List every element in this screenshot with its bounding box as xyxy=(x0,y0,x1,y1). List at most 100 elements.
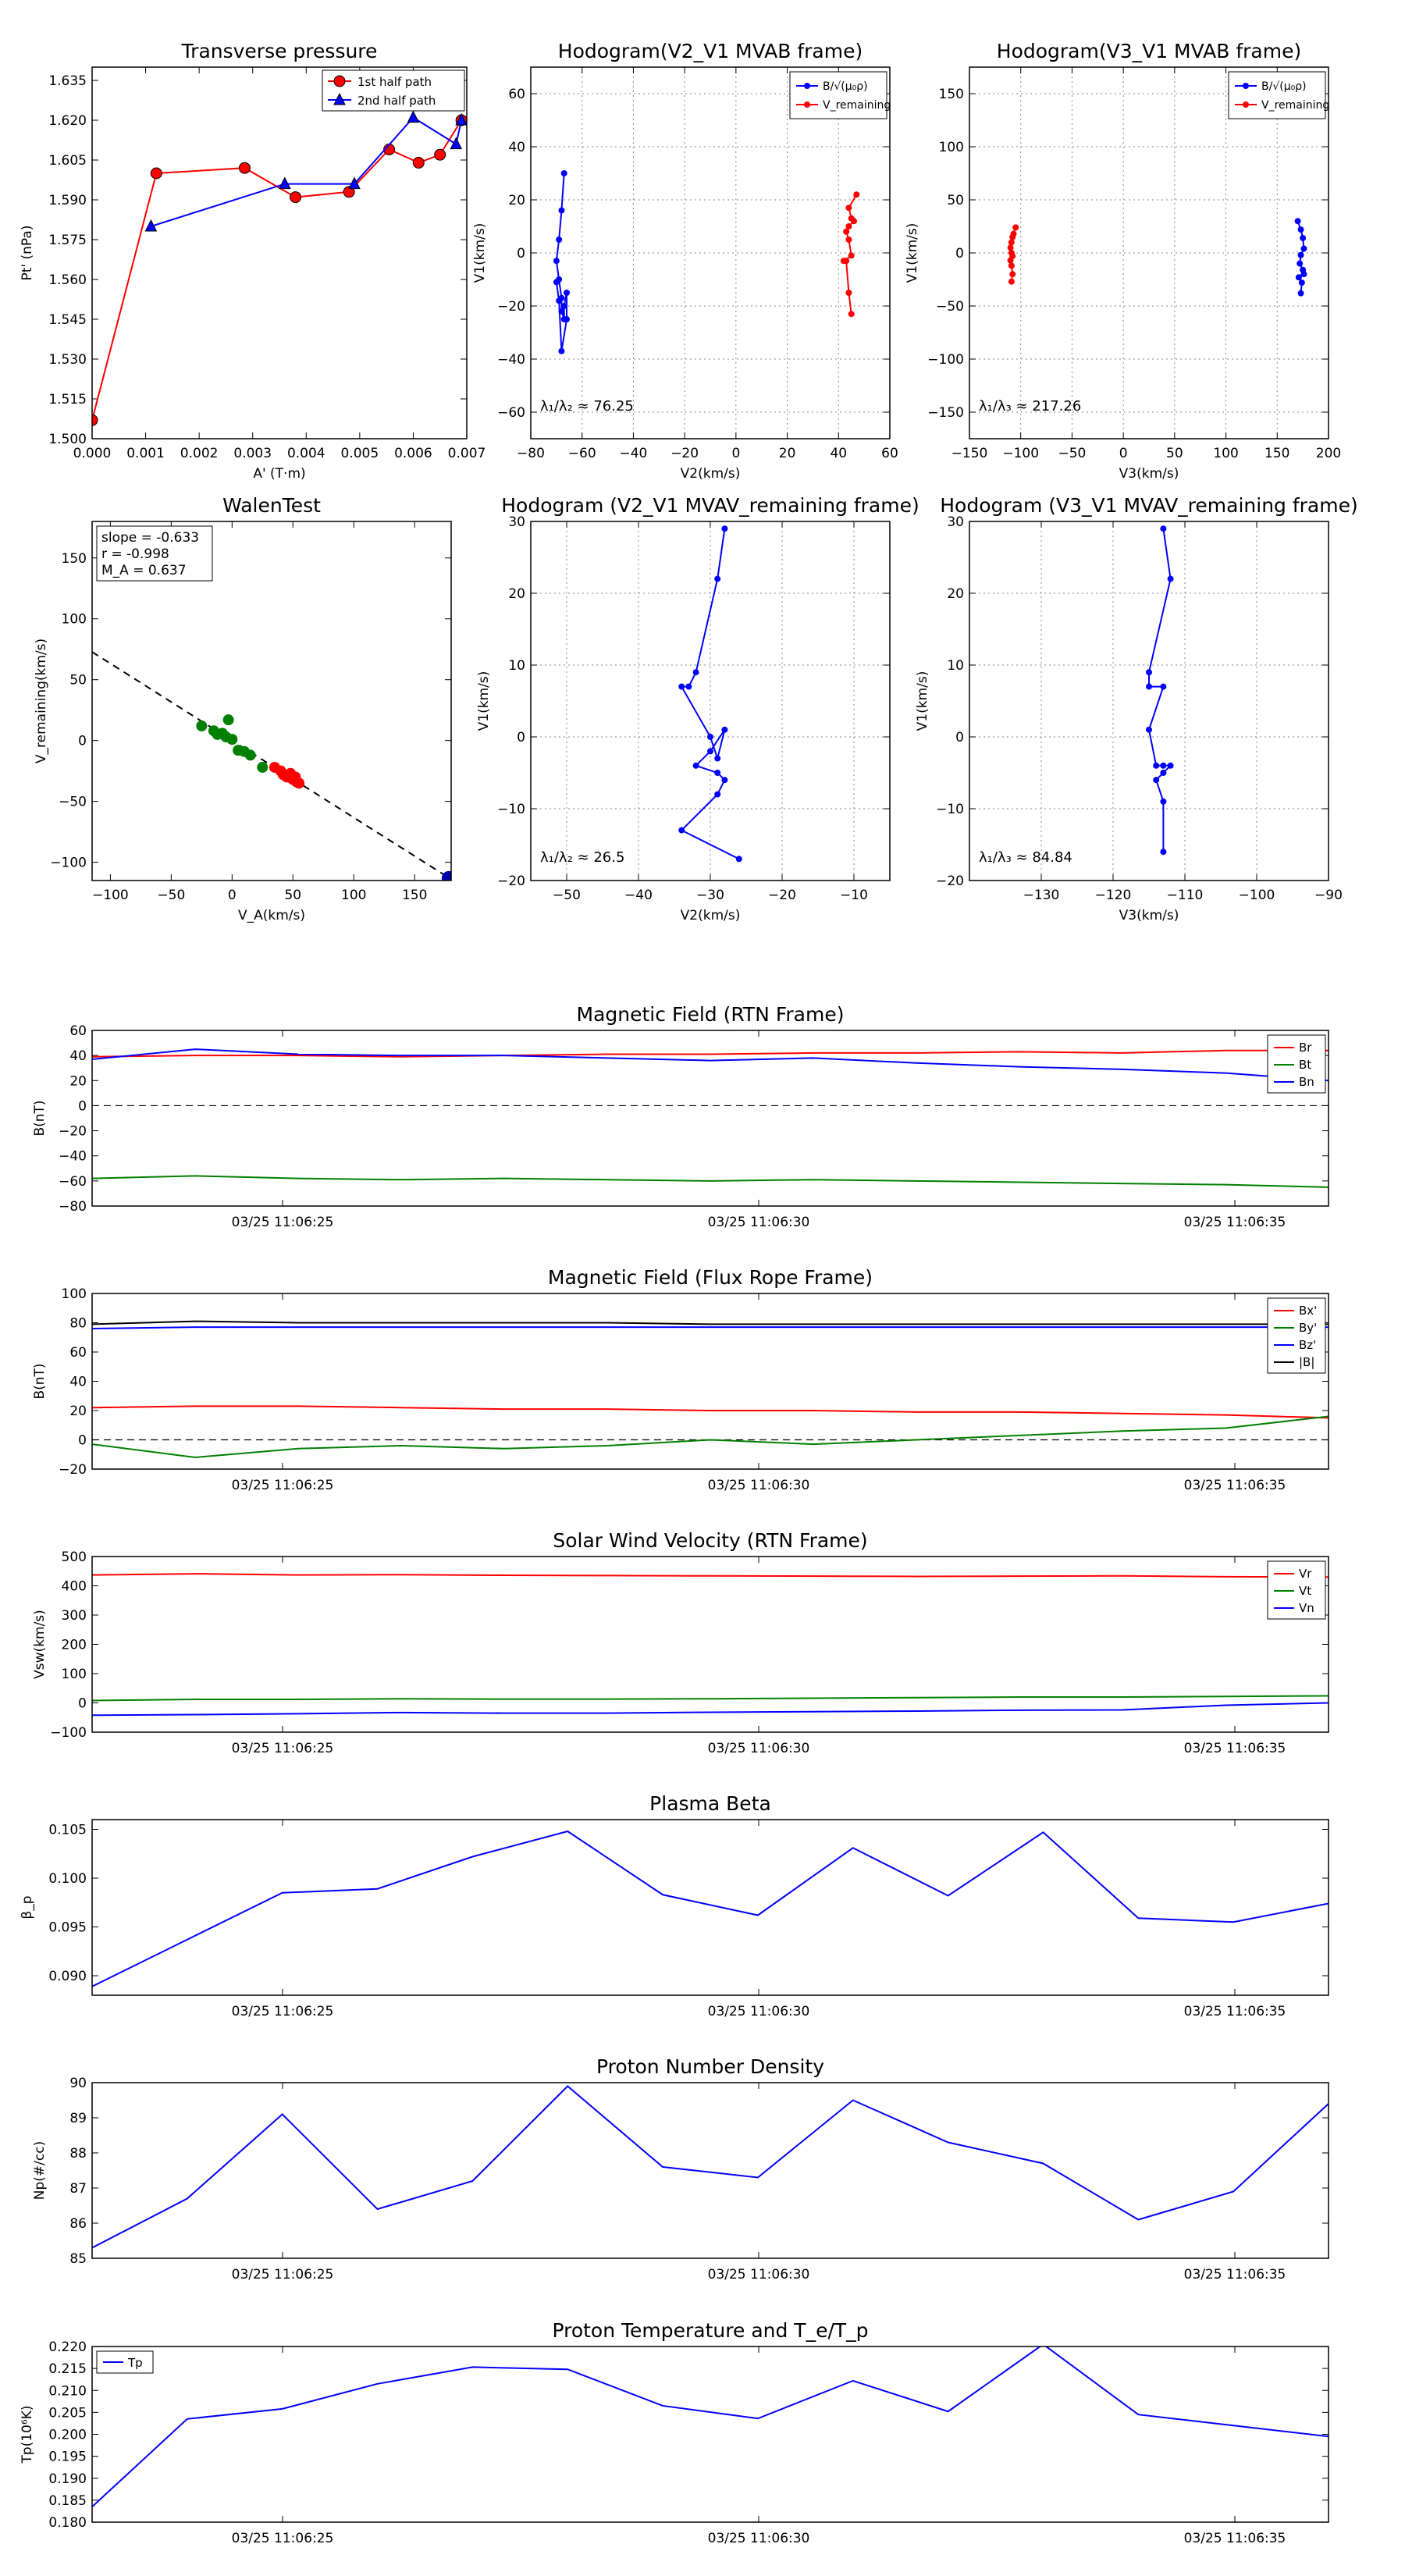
y-tick-label: 1.530 xyxy=(48,352,87,368)
plot-frame xyxy=(91,1030,1329,1207)
data-point xyxy=(1300,245,1307,252)
data-point xyxy=(845,290,852,296)
legend-marker xyxy=(1243,83,1249,89)
y-tick-label: 1.635 xyxy=(48,73,87,89)
legend: Vr Vt Vn xyxy=(1267,1560,1326,1620)
data-point xyxy=(1300,271,1307,278)
data-point xyxy=(553,279,560,286)
legend: Tp xyxy=(96,2350,154,2374)
x-tick-label: 60 xyxy=(881,446,898,461)
y-tick-label: −10 xyxy=(936,802,964,817)
data-point xyxy=(1160,849,1167,856)
y-tick-label: −80 xyxy=(59,1199,87,1215)
data-point xyxy=(560,170,567,176)
series-line-0 xyxy=(555,173,567,351)
y-tick-label: 150 xyxy=(62,551,87,567)
eigen-ratio-annotation: λ₁/λ₃ ≈ 217.26 xyxy=(979,398,1081,415)
data-point xyxy=(1008,262,1015,269)
x-tick-label: −80 xyxy=(517,446,545,461)
y-tick-label: −40 xyxy=(497,352,525,368)
x-tick-label: 0.001 xyxy=(126,446,165,461)
data-point xyxy=(1160,798,1167,805)
y-tick-label: 0 xyxy=(517,246,525,262)
x-tick-label: 150 xyxy=(402,888,427,903)
plot-area xyxy=(553,170,860,354)
series-line-Tp xyxy=(92,2347,1329,2508)
y-tick-label: −20 xyxy=(59,1124,87,1140)
legend: B/√(μ₀ρ) V_remaining xyxy=(1228,71,1329,119)
series-line-Vn xyxy=(92,1702,1329,1717)
y-tick-label: 1.560 xyxy=(48,272,87,288)
y-axis-label: V_remaining(km/s) xyxy=(34,639,49,763)
y-tick-label: 30 xyxy=(508,514,525,530)
legend-label: Bt xyxy=(1299,1058,1311,1072)
y-tick-label: 90 xyxy=(69,2076,87,2091)
x-tick-label: 03/25 11:06:30 xyxy=(708,2267,810,2282)
data-point xyxy=(853,191,860,198)
x-tick-label: 03/25 11:06:35 xyxy=(1184,2004,1286,2019)
data-point xyxy=(1146,726,1152,733)
x-axis-label: V2(km/s) xyxy=(681,466,741,482)
y-tick-label: 0.185 xyxy=(48,2493,87,2509)
x-tick-label: 100 xyxy=(1213,446,1238,461)
data-point xyxy=(92,414,98,426)
chart-pt: Transverse pressure 1.500 1.515 1.530 1.545 1… xyxy=(20,40,486,482)
legend-label: Bx' xyxy=(1299,1304,1317,1318)
x-tick-label: 0 xyxy=(228,888,237,903)
legend-label: 2nd half path xyxy=(357,94,436,108)
chart-h4: Hodogram (V3_V1 MVAV_remaining frame) −20… xyxy=(915,494,1358,923)
x-tick-label: 0.000 xyxy=(73,446,112,461)
series-line-Br xyxy=(92,1049,1329,1058)
data-point xyxy=(714,575,721,582)
data-point xyxy=(558,207,565,214)
y-tick-label: 0.095 xyxy=(48,1920,87,1936)
data-point xyxy=(441,870,451,881)
y-tick-label: 150 xyxy=(939,87,964,102)
x-tick-label: 03/25 11:06:35 xyxy=(1184,1215,1286,1230)
y-tick-label: 60 xyxy=(69,1345,87,1361)
x-tick-label: 0.006 xyxy=(394,446,432,461)
y-axis-label: V1(km/s) xyxy=(905,223,920,283)
x-tick-label: −120 xyxy=(1095,888,1132,903)
y-tick-label: 85 xyxy=(69,2251,87,2267)
chart-h2: Hodogram(V3_V1 MVAB frame) −150 −100 −50 0 50… xyxy=(905,40,1341,482)
chart-title: Magnetic Field (RTN Frame) xyxy=(577,1003,845,1026)
legend-box xyxy=(322,69,465,112)
x-tick-label: 03/25 11:06:30 xyxy=(708,2004,810,2019)
legend-box xyxy=(789,71,887,119)
x-tick-label: −20 xyxy=(768,888,796,903)
x-tick-label: 03/25 11:06:30 xyxy=(708,1741,810,1756)
x-tick-label: −30 xyxy=(696,888,724,903)
y-tick-label: 10 xyxy=(508,658,525,674)
plot-frame xyxy=(91,2082,1329,2259)
x-tick-label: 0.002 xyxy=(180,446,219,461)
y-tick-label: 50 xyxy=(69,673,87,688)
y-axis-label: Tp(10⁶K) xyxy=(20,2405,35,2464)
x-tick-label: −20 xyxy=(670,446,699,461)
y-axis-label: V1(km/s) xyxy=(476,671,492,731)
data-point xyxy=(685,683,692,690)
series-line-Vt xyxy=(92,1695,1329,1702)
chart-bfr: Magnetic Field (Flux Rope Frame) −20 0 20 40… xyxy=(32,1266,1329,1493)
stats-frame xyxy=(96,525,213,582)
legend-label: Br xyxy=(1299,1041,1312,1055)
y-tick-label: 1.500 xyxy=(48,432,87,447)
y-tick-label: 0 xyxy=(78,1696,87,1712)
chart-title: Hodogram(V2_V1 MVAB frame) xyxy=(558,40,863,62)
data-point xyxy=(1160,770,1167,776)
x-tick-label: 150 xyxy=(1264,446,1289,461)
data-point xyxy=(1160,683,1167,690)
data-point xyxy=(1008,239,1015,246)
x-axis-label: V3(km/s) xyxy=(1119,908,1179,923)
x-tick-label: 03/25 11:06:25 xyxy=(232,2531,334,2546)
y-tick-label: 1.575 xyxy=(48,233,87,248)
data-point xyxy=(735,856,742,863)
y-tick-label: 1.605 xyxy=(48,153,87,169)
data-point xyxy=(226,734,238,745)
data-point xyxy=(279,176,291,190)
data-point xyxy=(556,297,563,304)
x-tick-label: 0.004 xyxy=(287,446,325,461)
y-tick-label: 100 xyxy=(939,140,964,155)
data-point xyxy=(845,223,852,229)
